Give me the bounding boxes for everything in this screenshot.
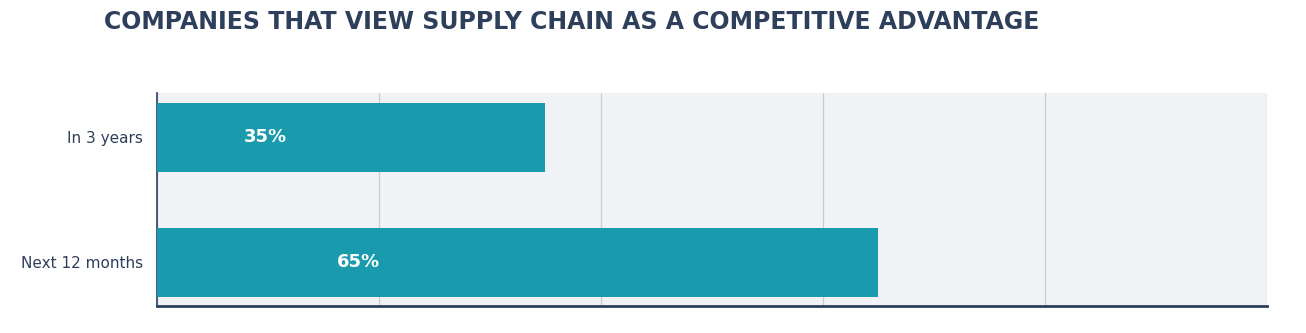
Text: 35%: 35%	[244, 128, 287, 146]
Text: 65%: 65%	[337, 253, 380, 271]
Bar	[157, 228, 878, 297]
Bar	[157, 103, 546, 172]
Text: COMPANIES THAT VIEW SUPPLY CHAIN AS A COMPETITIVE ADVANTAGE: COMPANIES THAT VIEW SUPPLY CHAIN AS A CO…	[104, 10, 1040, 34]
